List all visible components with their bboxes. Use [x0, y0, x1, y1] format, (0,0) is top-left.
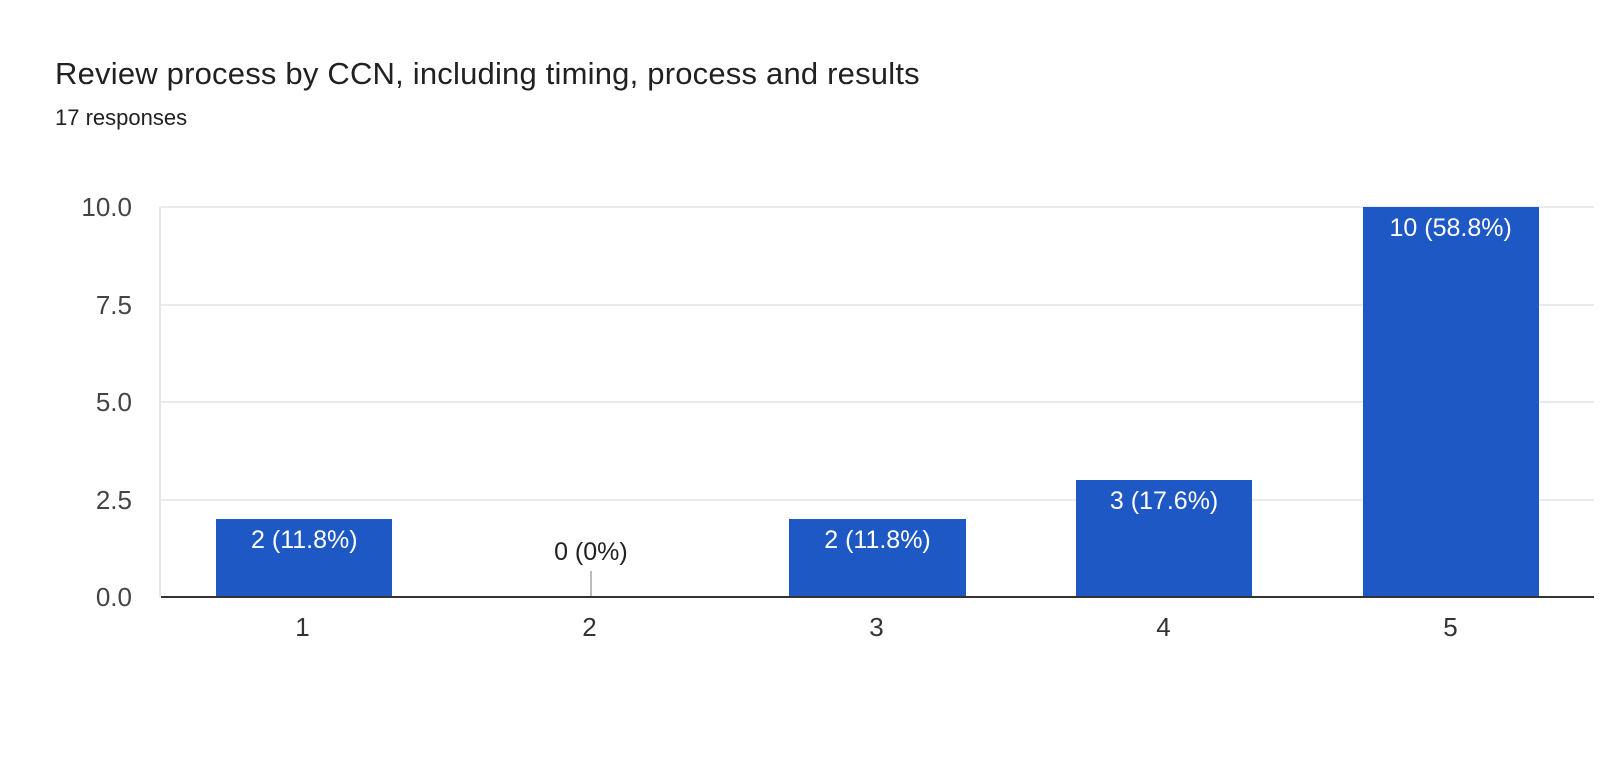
- bar-value-label: 3 (17.6%): [1109, 487, 1219, 515]
- bar-column: 0 (0%): [448, 207, 735, 597]
- gridline: [161, 206, 1594, 208]
- bar[interactable]: 2 (11.8%): [216, 519, 393, 597]
- zero-value-stem: [589, 571, 592, 597]
- gridline: [161, 401, 1594, 403]
- bars-container: 2 (11.8%) 0 (0%) 2 (11.8%) 3 (17.6%) 10 (58.…: [161, 207, 1594, 597]
- bar[interactable]: 2 (11.8%): [789, 519, 966, 597]
- bar-value-label: 2 (11.8%): [251, 526, 358, 554]
- x-axis-labels: 1 2 3 4 5: [159, 611, 1594, 643]
- y-tick-label: 0.0: [95, 582, 132, 612]
- bar-value-label: 2 (11.8%): [824, 526, 931, 554]
- plot-area: 2 (11.8%) 0 (0%) 2 (11.8%) 3 (17.6%) 10 (58.…: [159, 206, 1594, 598]
- x-tick-label: 5: [1443, 612, 1458, 642]
- x-axis-line: [161, 596, 1594, 598]
- y-tick-label: 2.5: [95, 484, 132, 515]
- y-tick-label: 10.0: [81, 192, 132, 222]
- y-axis-labels: 10.0 7.5 5.0 2.5 0.0: [32, 192, 132, 612]
- bar-column: 3 (17.6%): [1021, 207, 1308, 597]
- x-tick-label: 3: [869, 612, 884, 642]
- gridline: [161, 498, 1594, 501]
- zero-value-label: 0 (0%): [554, 538, 628, 566]
- x-tick-label: 4: [1156, 612, 1171, 642]
- bar-column: 10 (58.8%): [1307, 207, 1594, 597]
- y-tick-label: 5.0: [95, 387, 132, 417]
- bar[interactable]: 3 (17.6%): [1075, 480, 1253, 597]
- x-tick-label: 2: [582, 612, 597, 642]
- bar-column: 2 (11.8%): [734, 207, 1021, 597]
- x-tick-label: 1: [295, 612, 310, 642]
- y-tick-label: 7.5: [95, 289, 132, 320]
- gridline: [161, 303, 1594, 306]
- bar-column: 2 (11.8%): [161, 207, 448, 597]
- bar[interactable]: 10 (58.8%): [1362, 207, 1539, 597]
- chart-title: Review process by CCN, including timing,…: [55, 56, 920, 91]
- bar-value-label: 10 (58.8%): [1389, 214, 1512, 242]
- response-count: 17 responses: [55, 105, 188, 130]
